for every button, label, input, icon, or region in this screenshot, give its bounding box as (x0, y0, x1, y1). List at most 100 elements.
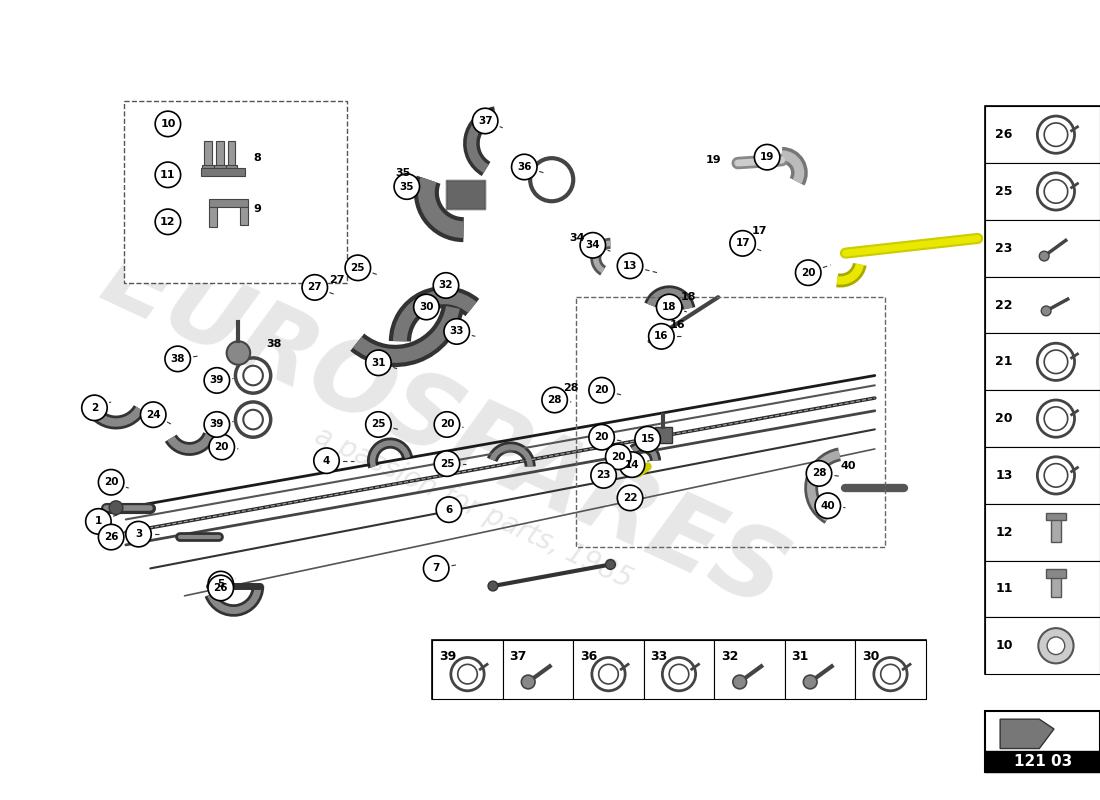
Circle shape (619, 452, 645, 478)
Text: 16: 16 (669, 320, 685, 330)
Text: 19: 19 (705, 155, 722, 165)
Text: 32: 32 (722, 650, 738, 662)
Circle shape (669, 664, 689, 684)
Circle shape (1047, 637, 1065, 654)
Circle shape (424, 556, 449, 581)
Text: 27: 27 (330, 274, 345, 285)
Text: 3: 3 (135, 529, 142, 539)
Text: 22: 22 (623, 493, 637, 503)
Circle shape (365, 412, 392, 438)
Bar (986, 618, 1100, 674)
Text: 18: 18 (681, 292, 696, 302)
Circle shape (155, 209, 180, 234)
Text: 12: 12 (996, 526, 1013, 538)
Circle shape (81, 395, 107, 421)
Circle shape (881, 664, 900, 684)
Text: 36: 36 (580, 650, 597, 662)
Circle shape (472, 108, 498, 134)
Text: 27: 27 (308, 282, 322, 293)
Text: 11: 11 (996, 582, 1013, 595)
Text: 23: 23 (596, 470, 611, 480)
Circle shape (580, 233, 606, 258)
Circle shape (1040, 251, 1049, 261)
Circle shape (365, 350, 392, 375)
Text: 25: 25 (351, 263, 365, 273)
Bar (1050, 517, 1060, 542)
Text: 33: 33 (450, 326, 464, 337)
Bar (209, 199, 249, 207)
Circle shape (155, 111, 180, 137)
Circle shape (98, 470, 124, 495)
Text: 24: 24 (146, 410, 161, 420)
Text: 8: 8 (253, 153, 261, 163)
Text: 17: 17 (735, 238, 750, 248)
Circle shape (86, 509, 111, 534)
Text: 36: 36 (517, 162, 531, 172)
Text: 39: 39 (210, 375, 224, 386)
Circle shape (649, 324, 674, 349)
Bar (226, 165, 238, 171)
Text: 16: 16 (654, 331, 669, 342)
Text: 26: 26 (213, 583, 228, 593)
Bar (503, 640, 573, 698)
Text: 19: 19 (760, 152, 774, 162)
Circle shape (437, 497, 462, 522)
Circle shape (512, 154, 537, 180)
Circle shape (730, 230, 756, 256)
Bar (986, 163, 1100, 220)
Bar (202, 165, 213, 171)
Text: a passion for parts, 1985: a passion for parts, 1985 (310, 422, 637, 594)
Text: 28: 28 (548, 395, 562, 405)
Bar (986, 711, 1100, 772)
Text: 17: 17 (751, 226, 767, 236)
Circle shape (592, 658, 625, 690)
Text: 2: 2 (91, 403, 98, 413)
Circle shape (755, 145, 780, 170)
Circle shape (588, 425, 615, 450)
Bar (714, 640, 784, 698)
Text: 7: 7 (432, 563, 440, 574)
Text: 18: 18 (662, 302, 676, 312)
Bar (1050, 575, 1060, 597)
Circle shape (458, 664, 477, 684)
Text: 13: 13 (996, 469, 1013, 482)
Text: 28: 28 (812, 469, 826, 478)
Circle shape (205, 368, 230, 393)
Circle shape (414, 294, 439, 320)
Text: 12: 12 (161, 217, 176, 227)
Circle shape (444, 318, 470, 344)
Bar (241, 207, 249, 225)
Bar (228, 141, 235, 170)
Text: 10: 10 (996, 639, 1013, 652)
Bar (205, 141, 212, 170)
Text: 20: 20 (594, 386, 609, 395)
Circle shape (314, 448, 339, 474)
Bar (644, 640, 714, 698)
Text: 31: 31 (371, 358, 386, 368)
Circle shape (1044, 407, 1068, 430)
Bar (216, 141, 223, 170)
Text: 25: 25 (440, 458, 454, 469)
Bar (986, 334, 1100, 390)
Bar (986, 106, 1100, 163)
Text: 33: 33 (650, 650, 668, 662)
Text: 40: 40 (821, 501, 835, 510)
Bar (1046, 513, 1066, 521)
Circle shape (815, 493, 840, 518)
Text: 121 03: 121 03 (1013, 754, 1071, 769)
Circle shape (302, 274, 328, 300)
Text: 11: 11 (161, 170, 176, 180)
Circle shape (606, 444, 631, 470)
Circle shape (1037, 343, 1075, 381)
Text: 20: 20 (801, 268, 815, 278)
Circle shape (433, 273, 459, 298)
Circle shape (98, 524, 124, 550)
Text: 26: 26 (103, 532, 119, 542)
Bar (986, 504, 1100, 561)
Circle shape (795, 260, 821, 286)
Circle shape (635, 426, 660, 452)
Circle shape (1044, 464, 1068, 487)
Bar (986, 277, 1100, 334)
Text: 15: 15 (640, 434, 654, 444)
Bar (446, 180, 485, 209)
